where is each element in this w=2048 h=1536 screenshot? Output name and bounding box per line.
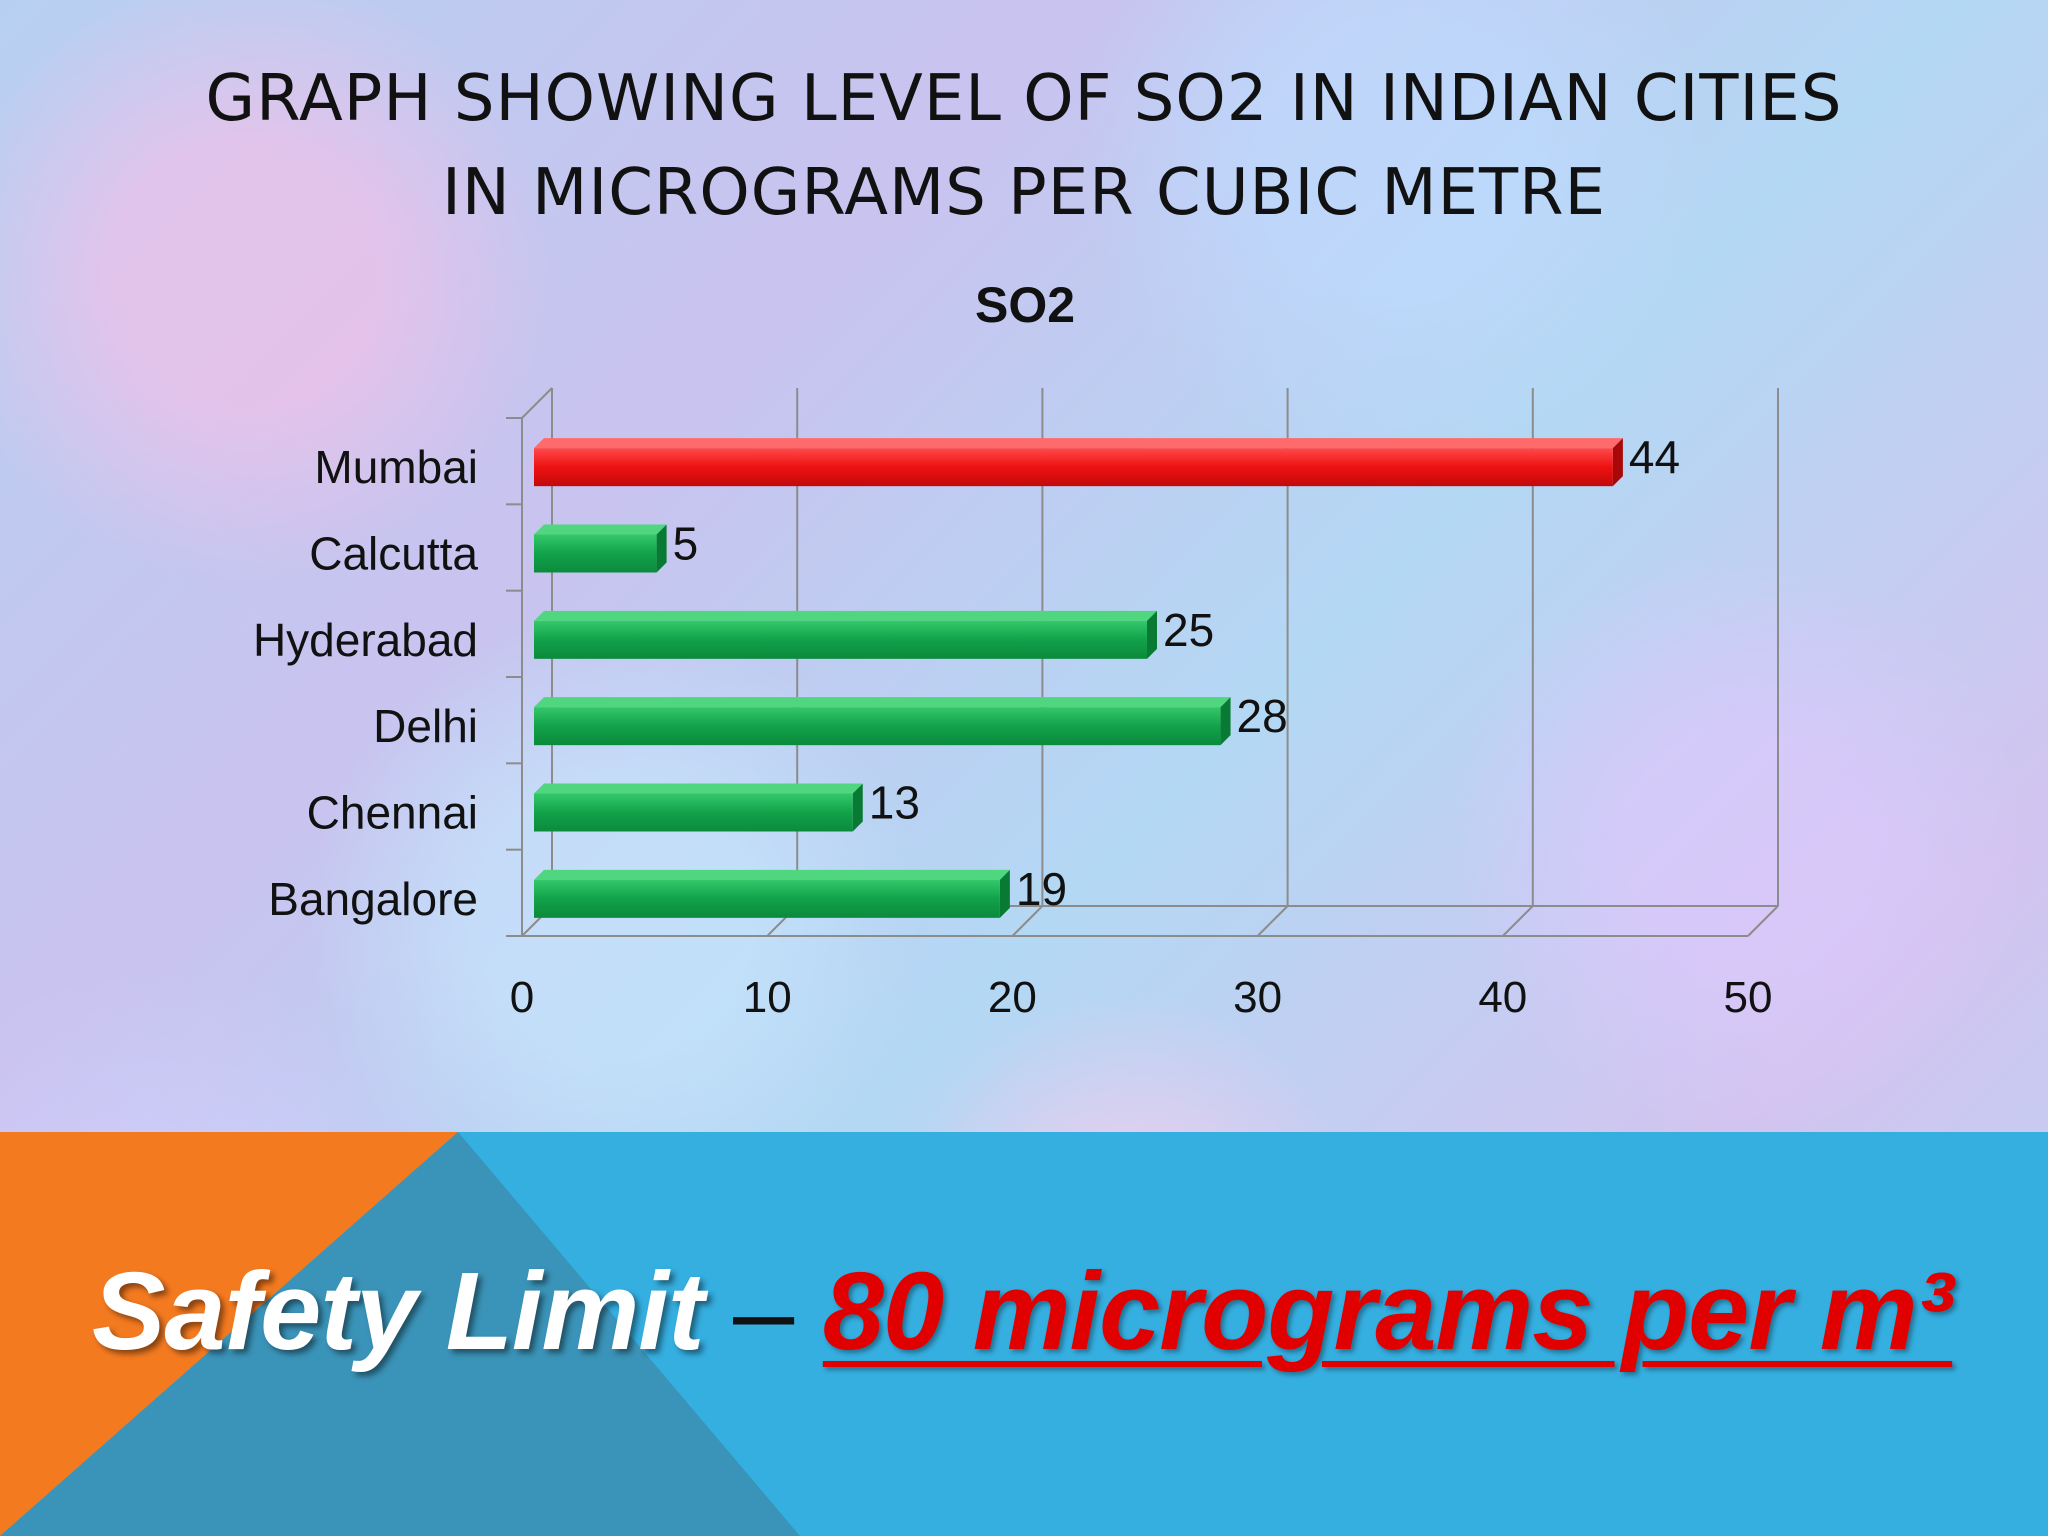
so2-bar-chart: SO2 0 10 20 30 40 50 Mumbai 44 Calcutta 5 Hyderabad… <box>253 277 1779 1022</box>
x-tick-label: 50 <box>1724 973 1773 1022</box>
bar-top-face <box>534 783 863 794</box>
bar-end-face <box>852 783 863 832</box>
x-tick-label: 30 <box>1233 973 1282 1022</box>
bar-end-face <box>656 524 667 573</box>
slide-title-line-2: IN MICROGRAMS PER CUBIC METRE <box>442 156 1606 230</box>
bar-end-face <box>1147 610 1157 659</box>
slide-title: GRAPH SHOWING LEVEL OF SO2 IN INDIAN CIT… <box>0 52 2048 240</box>
floor-gridline <box>1502 905 1534 937</box>
category-label: Hyderabad <box>253 614 478 666</box>
footer-teal-triangle <box>0 1132 800 1536</box>
footer-band <box>0 1132 2048 1536</box>
bar-top-face <box>534 524 667 535</box>
bar-top-face <box>534 610 1157 621</box>
footer-decoration <box>0 1132 800 1536</box>
bar-bangalore <box>534 879 1000 918</box>
data-label: 28 <box>1237 690 1288 742</box>
floor-gridline <box>1256 905 1289 937</box>
floor-gridline <box>1747 905 1779 937</box>
chart-title: SO2 <box>975 277 1075 333</box>
data-label: 44 <box>1629 431 1680 483</box>
category-label: Mumbai <box>314 441 478 493</box>
left-wall-top <box>521 387 553 419</box>
x-tick-label: 0 <box>510 973 534 1022</box>
category-label: Delhi <box>373 700 478 752</box>
bar-mumbai <box>534 448 1613 487</box>
bar-chennai <box>534 793 853 832</box>
bar-delhi <box>534 707 1221 746</box>
floor-gridline <box>1011 905 1044 937</box>
data-label: 19 <box>1016 863 1067 915</box>
bar-end-face <box>999 869 1010 918</box>
bar-end-face <box>1612 438 1623 487</box>
data-label: 13 <box>869 777 920 829</box>
safety-limit-statement: Safety Limit – 80 micrograms per m³ <box>92 1248 1992 1376</box>
bar-top-face <box>534 869 1010 880</box>
bar-top-face <box>534 697 1231 708</box>
data-label: 5 <box>673 518 699 570</box>
bar-hyderabad <box>534 620 1147 659</box>
bar-calcutta <box>534 534 657 573</box>
safety-limit-label: Safety Limit <box>92 1250 704 1373</box>
category-label: Chennai <box>307 787 478 839</box>
x-tick-label: 40 <box>1478 973 1527 1022</box>
bar-top-face <box>534 438 1623 449</box>
category-label: Bangalore <box>268 873 478 925</box>
safety-limit-dash: – <box>703 1250 823 1373</box>
category-label: Calcutta <box>309 528 478 580</box>
x-tick-label: 20 <box>988 973 1037 1022</box>
x-tick-label: 10 <box>743 973 792 1022</box>
bar-end-face <box>1220 697 1231 746</box>
data-label: 25 <box>1163 604 1214 656</box>
safety-limit-value: 80 micrograms per m³ <box>822 1250 1953 1373</box>
slide-title-line-1: GRAPH SHOWING LEVEL OF SO2 IN INDIAN CIT… <box>205 62 1843 136</box>
